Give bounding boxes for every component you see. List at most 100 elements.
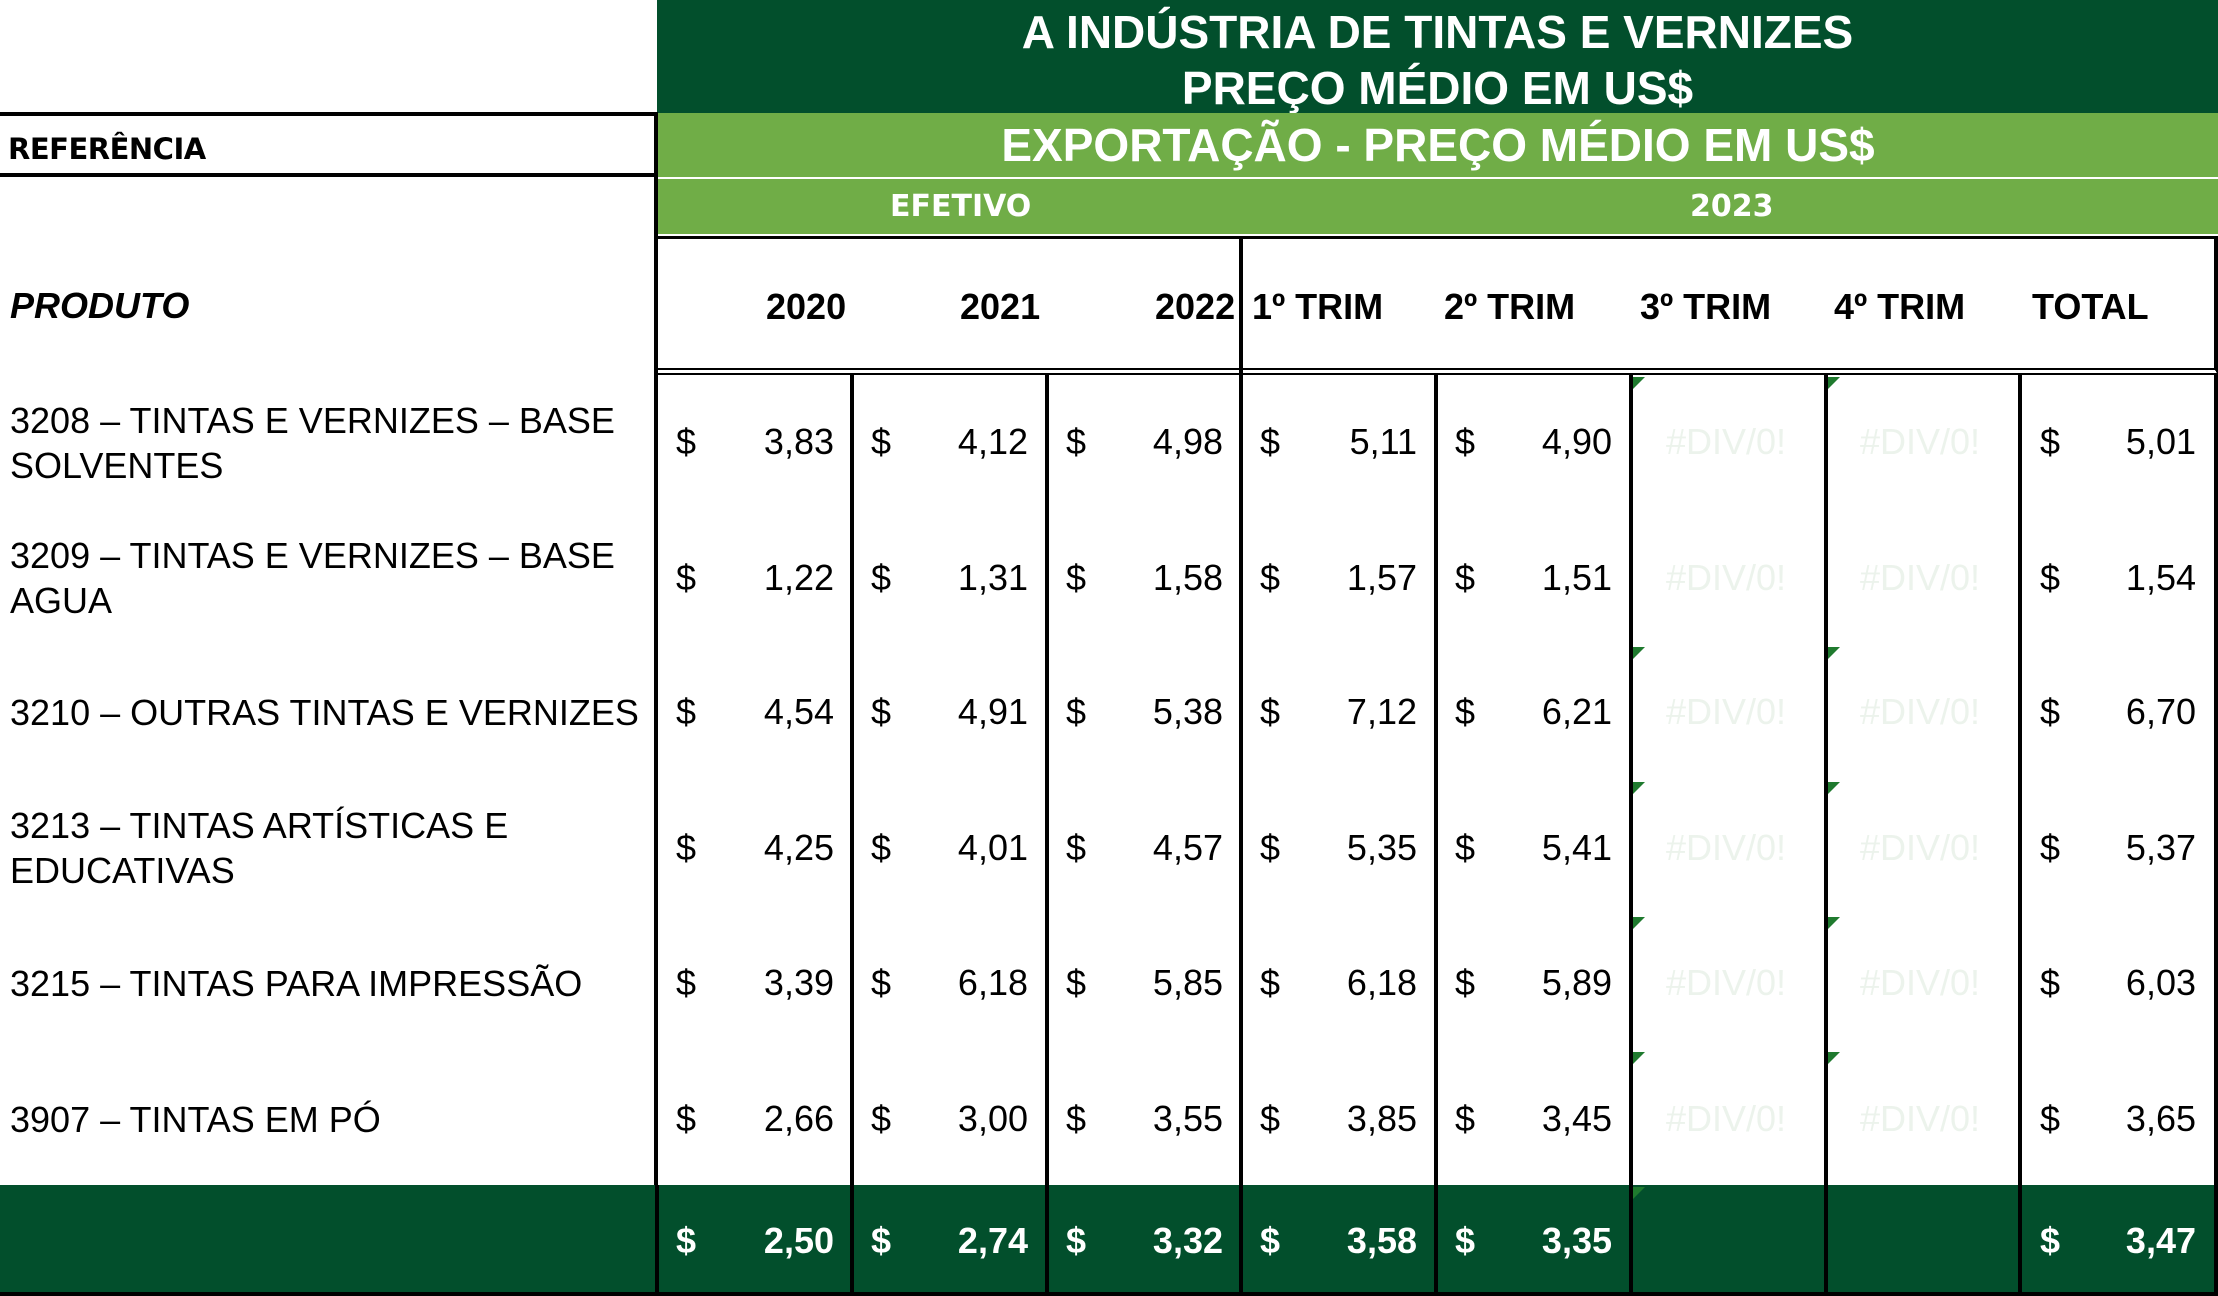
value-cell: 6,03 <box>2125 962 2196 1003</box>
col-divider <box>850 375 854 1296</box>
title-band: A INDÚSTRIA DE TINTAS E VERNIZES PREÇO M… <box>657 0 2218 114</box>
col-header-2021: 2021 <box>960 286 1041 327</box>
currency: $ <box>1455 1098 1476 1139</box>
produto-label: PRODUTO <box>10 285 190 326</box>
currency: $ <box>871 421 892 462</box>
error-cell: #DIV/0! <box>1860 962 1981 1003</box>
col-divider <box>1629 1185 1633 1296</box>
currency: $ <box>871 962 892 1003</box>
currency: $ <box>676 557 697 598</box>
currency: $ <box>1066 1098 1087 1139</box>
cell-marker-icon <box>1633 917 1645 929</box>
col-divider <box>1239 1185 1243 1296</box>
cell-marker-icon <box>1828 917 1840 929</box>
product-name: 3210 – OUTRAS TINTAS E VERNIZES <box>10 692 639 733</box>
value-cell: 2,66 <box>763 1098 834 1139</box>
value-cell: 5,01 <box>2125 421 2196 462</box>
group-header-band: EFETIVO 2023 <box>658 179 2218 234</box>
currency: $ <box>676 827 697 868</box>
value-cell: 5,38 <box>1152 691 1223 732</box>
total-value: 3,35 <box>1541 1220 1612 1261</box>
error-cell: #DIV/0! <box>1860 827 1981 868</box>
col-divider <box>1824 1185 1828 1296</box>
col-header-total: TOTAL <box>2032 286 2149 327</box>
currency: $ <box>676 691 697 732</box>
total-value: 2,50 <box>763 1220 834 1261</box>
currency: $ <box>1260 827 1281 868</box>
product-name: 3213 – TINTAS ARTÍSTICAS E EDUCATIVAS <box>10 805 509 891</box>
value-cell: 4,91 <box>957 691 1028 732</box>
column-header-row: 2020 2021 2022 1º TRIM 2º TRIM 3º TRIM 4… <box>658 236 2218 375</box>
currency: $ <box>676 421 697 462</box>
currency: $ <box>1455 691 1476 732</box>
currency: $ <box>1066 1220 1087 1261</box>
col-divider <box>655 1185 659 1296</box>
col-header-q2: 2º TRIM <box>1444 286 1576 327</box>
value-cell: 3,65 <box>2125 1098 2196 1139</box>
value-cell: 4,01 <box>957 827 1028 868</box>
value-cell: 5,11 <box>1349 421 1417 462</box>
value-cell: 6,21 <box>1541 691 1612 732</box>
currency: $ <box>1260 421 1281 462</box>
total-value: 2,74 <box>957 1220 1028 1261</box>
col-divider <box>850 1185 854 1296</box>
cell-marker-icon <box>1633 1052 1645 1064</box>
currency: $ <box>1455 962 1476 1003</box>
cell-marker-icon <box>1633 377 1645 389</box>
cell-marker-icon <box>1828 782 1840 794</box>
currency: $ <box>1260 962 1281 1003</box>
value-cell: 3,83 <box>763 421 834 462</box>
total-value: 3,32 <box>1152 1220 1223 1261</box>
value-cell: 6,18 <box>1346 962 1417 1003</box>
currency: $ <box>871 1220 892 1261</box>
cell-marker-icon <box>1633 782 1645 794</box>
value-cell: 4,98 <box>1152 421 1223 462</box>
currency: $ <box>871 827 892 868</box>
currency: $ <box>1260 557 1281 598</box>
value-cell: 1,22 <box>763 557 834 598</box>
title-line-1: A INDÚSTRIA DE TINTAS E VERNIZES <box>1021 6 1854 58</box>
error-cell: #DIV/0! <box>1860 691 1981 732</box>
value-cell: 3,45 <box>1541 1098 1612 1139</box>
product-name: 3907 – TINTAS EM PÓ <box>10 1099 381 1140</box>
currency: $ <box>1066 421 1087 462</box>
error-cell: #DIV/0! <box>1666 557 1787 598</box>
currency: $ <box>1260 1098 1281 1139</box>
product-name: 3208 – TINTAS E VERNIZES – BASE SOLVENTE… <box>10 400 615 486</box>
value-cell: 5,35 <box>1346 827 1417 868</box>
error-cell: #DIV/0! <box>1860 421 1981 462</box>
total-row: $ 2,50 $ 2,74 $ 3,32 $ 3,58 $ 3,35 $ 3,4… <box>0 1185 2218 1296</box>
currency: $ <box>1066 827 1087 868</box>
currency: $ <box>676 962 697 1003</box>
cell-marker-icon <box>1633 647 1645 659</box>
col-header-q3: 3º TRIM <box>1640 286 1772 327</box>
group-header-efetivo: EFETIVO <box>890 189 1032 224</box>
col-divider <box>1239 375 1243 1296</box>
cell-marker-icon <box>1633 1187 1645 1199</box>
cell-marker-icon <box>1828 647 1840 659</box>
currency: $ <box>1455 1220 1476 1261</box>
error-cell: #DIV/0! <box>1666 691 1787 732</box>
value-cell: 3,85 <box>1346 1098 1417 1139</box>
export-header-band: EXPORTAÇÃO - PREÇO MÉDIO EM US$ <box>658 113 2218 177</box>
value-cell: 4,57 <box>1152 827 1223 868</box>
col-divider <box>2214 375 2218 1296</box>
currency: $ <box>1455 421 1476 462</box>
currency: $ <box>2040 962 2061 1003</box>
group-header-year: 2023 <box>1690 189 1774 224</box>
col-header-q1: 1º TRIM <box>1252 286 1384 327</box>
currency: $ <box>1260 691 1281 732</box>
reference-cell: REFERÊNCIA <box>0 112 658 177</box>
col-divider <box>2018 375 2022 1296</box>
currency: $ <box>1066 962 1087 1003</box>
error-cell: #DIV/0! <box>1666 827 1787 868</box>
value-cell: 6,18 <box>957 962 1028 1003</box>
currency: $ <box>676 1098 697 1139</box>
value-cell: 3,55 <box>1152 1098 1223 1139</box>
error-cell: #DIV/0! <box>1666 1098 1787 1139</box>
cell-marker-icon <box>1828 377 1840 389</box>
currency: $ <box>1455 827 1476 868</box>
product-name: 3209 – TINTAS E VERNIZES – BASE AGUA <box>10 535 615 621</box>
col-divider <box>2018 1185 2022 1296</box>
value-cell: 7,12 <box>1346 691 1417 732</box>
